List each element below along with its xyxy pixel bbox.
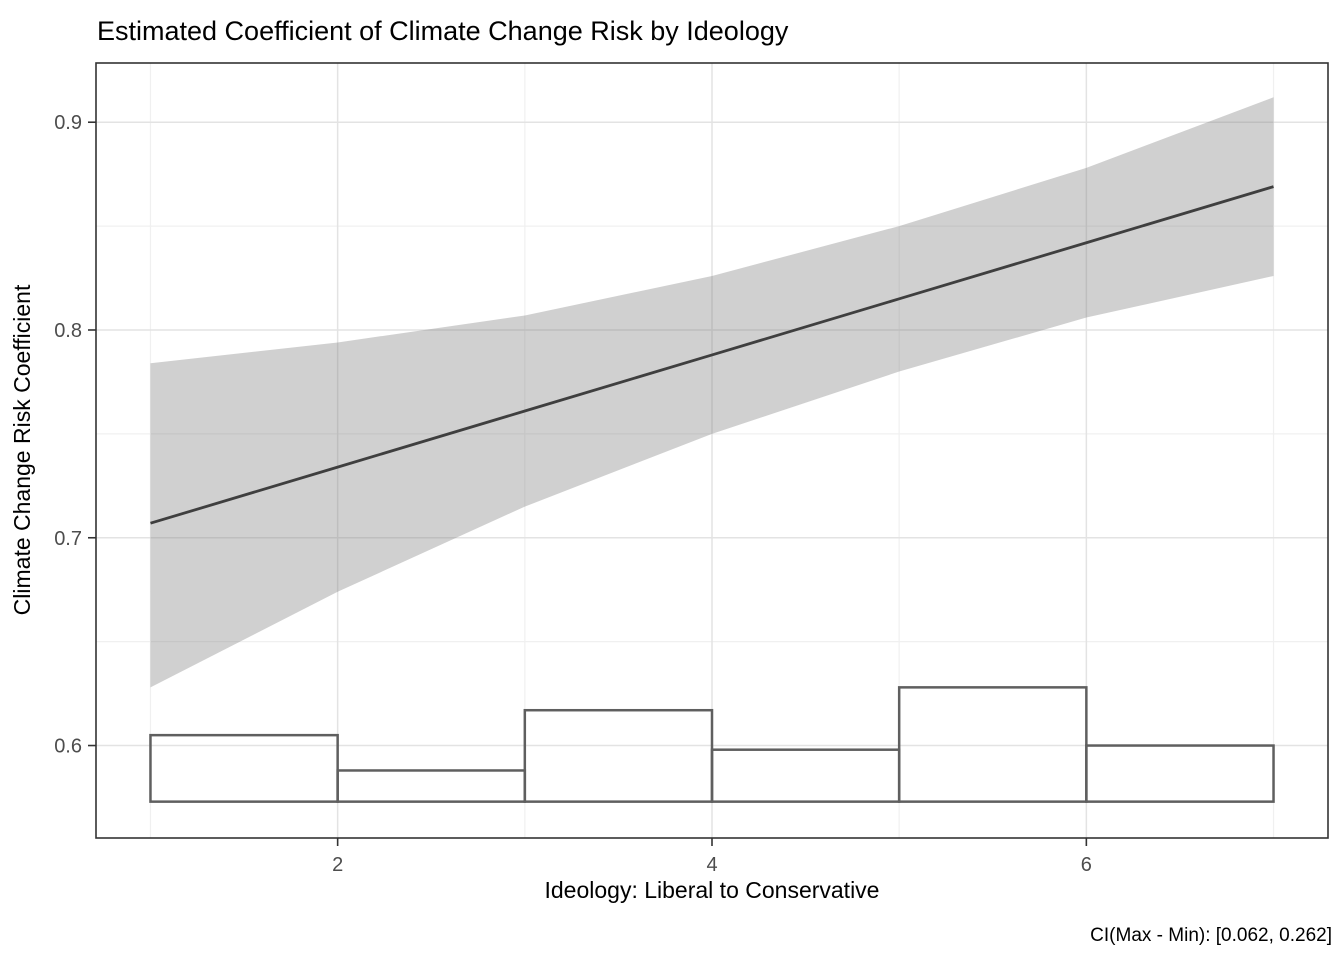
chart-title: Estimated Coefficient of Climate Change …: [97, 16, 789, 46]
axis-ticks-layer: [88, 121, 1088, 846]
y-tick-label: 0.8: [54, 320, 82, 342]
histogram-bar: [897, 686, 1088, 803]
axis-tick-labels-layer: 2 4 6 0.6 0.7 0.8 0.9: [54, 112, 1092, 876]
histogram-bar: [336, 769, 527, 803]
ci-caption: CI(Max - Min): [0.062, 0.262]: [1090, 925, 1332, 946]
x-tick-label: 6: [1081, 854, 1092, 876]
y-tick-label: 0.7: [54, 528, 82, 550]
y-tick-label: 0.6: [54, 736, 82, 758]
histogram-bar: [710, 748, 901, 803]
regression-line: [150, 185, 1274, 525]
y-tick-label: 0.9: [54, 112, 82, 134]
confidence-ribbon: [150, 97, 1274, 688]
histogram-layer: [149, 686, 1275, 803]
x-axis-title: Ideology: Liberal to Conservative: [545, 877, 880, 903]
histogram-bar: [1085, 744, 1275, 803]
x-tick-label: 4: [706, 854, 717, 876]
y-axis-title: Climate Change Risk Coefficient: [9, 284, 35, 615]
regression-line-layer: [150, 185, 1274, 525]
histogram-bar: [523, 708, 714, 803]
confidence-ribbon-layer: [150, 97, 1274, 688]
x-tick-label: 2: [332, 854, 343, 876]
histogram-bar: [149, 733, 339, 803]
